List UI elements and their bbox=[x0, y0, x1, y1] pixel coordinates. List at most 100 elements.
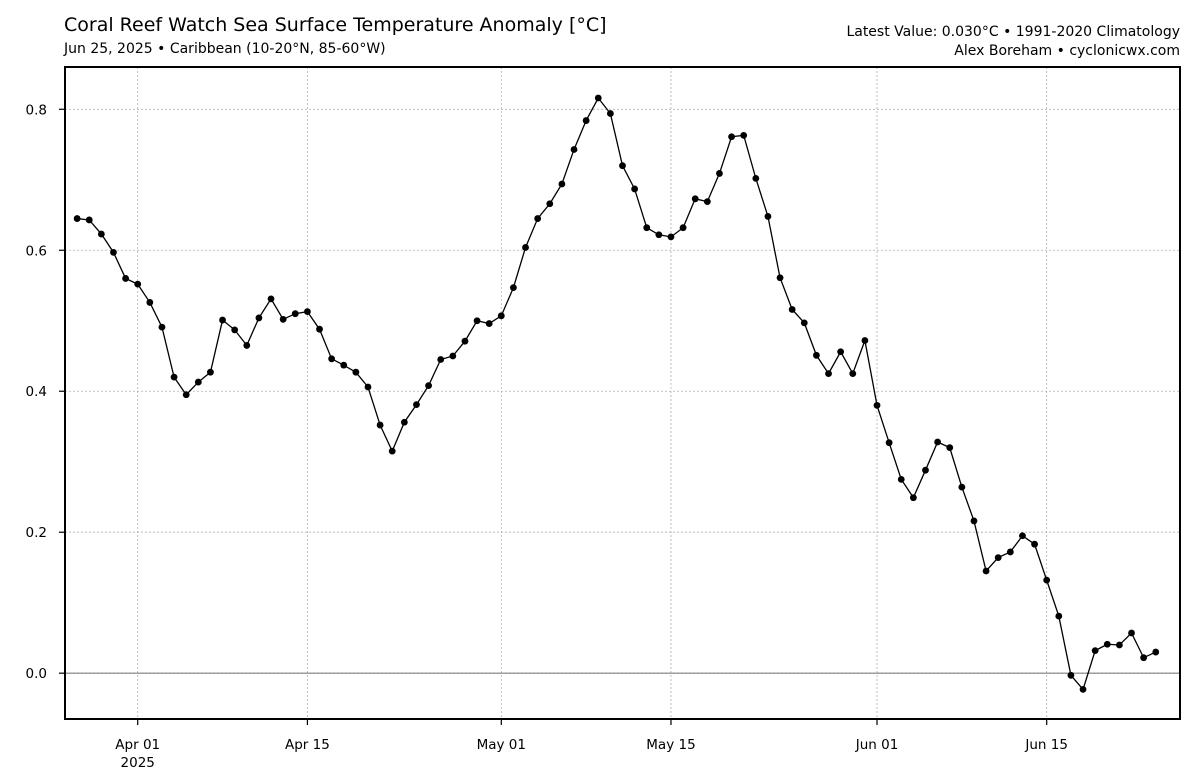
data-point bbox=[606, 110, 614, 117]
data-point bbox=[134, 280, 142, 288]
data-point bbox=[122, 275, 129, 282]
data-point bbox=[1031, 540, 1038, 548]
grid-lines bbox=[65, 67, 1180, 719]
chart-title: Coral Reef Watch Sea Surface Temperature… bbox=[64, 14, 607, 36]
data-point bbox=[413, 401, 420, 409]
data-point bbox=[716, 170, 723, 177]
data-point bbox=[376, 421, 384, 429]
data-point bbox=[291, 310, 299, 318]
x-tick-label: May 15 bbox=[646, 737, 695, 753]
data-point bbox=[1091, 647, 1099, 655]
data-point bbox=[691, 195, 699, 203]
data-point bbox=[194, 378, 202, 386]
data-point bbox=[449, 352, 457, 360]
series-line bbox=[77, 96, 1157, 691]
data-point bbox=[546, 200, 554, 208]
data-point bbox=[267, 295, 275, 303]
data-point bbox=[897, 475, 905, 483]
data-point bbox=[728, 133, 735, 141]
data-point bbox=[764, 213, 772, 220]
data-point bbox=[958, 483, 966, 491]
x-tick-year-label: 2025 bbox=[121, 755, 155, 771]
chart-subtitle: Jun 25, 2025 • Caribbean (10-20°N, 85-60… bbox=[64, 41, 386, 57]
data-point bbox=[788, 306, 796, 313]
author-credit: Alex Boreham • cyclonicwx.com bbox=[954, 43, 1180, 59]
data-point bbox=[667, 233, 675, 241]
data-point bbox=[922, 466, 929, 474]
data-point bbox=[170, 373, 178, 381]
data-point bbox=[316, 325, 323, 333]
y-tick-label: 0.4 bbox=[26, 384, 47, 400]
x-tick-label: Apr 01 bbox=[115, 737, 160, 753]
data-point bbox=[1152, 648, 1160, 656]
data-point bbox=[437, 356, 445, 363]
y-tick-label: 0.2 bbox=[26, 525, 47, 541]
data-point bbox=[643, 224, 651, 232]
data-point bbox=[425, 382, 432, 389]
latest-value-info: Latest Value: 0.030°C • 1991-2020 Climat… bbox=[846, 24, 1180, 40]
data-point bbox=[207, 368, 214, 376]
data-point bbox=[934, 438, 942, 446]
data-point bbox=[352, 368, 360, 376]
data-point bbox=[497, 312, 505, 320]
data-point bbox=[485, 320, 493, 327]
data-point bbox=[231, 326, 239, 334]
data-point bbox=[1055, 612, 1063, 620]
x-tick-label: Apr 15 bbox=[285, 737, 330, 753]
data-point bbox=[1140, 654, 1148, 662]
y-tick-label: 0.6 bbox=[26, 243, 47, 259]
data-point bbox=[1116, 641, 1123, 649]
data-point bbox=[1043, 576, 1051, 584]
data-point bbox=[340, 361, 348, 369]
data-point bbox=[1128, 629, 1135, 637]
data-point bbox=[364, 383, 372, 391]
data-point bbox=[752, 174, 760, 182]
data-point bbox=[85, 216, 93, 224]
data-point bbox=[1019, 532, 1026, 540]
data-point bbox=[558, 180, 566, 188]
data-point bbox=[388, 447, 396, 455]
data-point bbox=[582, 117, 590, 124]
data-point bbox=[631, 185, 639, 193]
data-point bbox=[837, 348, 845, 356]
plot-frame bbox=[64, 66, 1181, 720]
data-point bbox=[473, 317, 481, 325]
data-point bbox=[146, 299, 154, 306]
data-point bbox=[303, 308, 311, 315]
data-point bbox=[97, 230, 105, 238]
data-point bbox=[110, 248, 117, 256]
y-tick-label: 0.8 bbox=[26, 102, 47, 118]
data-point bbox=[534, 215, 542, 222]
data-point bbox=[158, 323, 166, 331]
y-tick-label: 0.0 bbox=[26, 666, 47, 682]
data-point bbox=[328, 355, 336, 363]
data-point bbox=[1006, 548, 1014, 556]
data-point bbox=[461, 337, 469, 345]
data-point bbox=[219, 316, 226, 324]
x-tick-label: May 01 bbox=[477, 737, 526, 753]
data-point bbox=[946, 444, 954, 452]
data-point bbox=[1079, 686, 1087, 693]
data-point bbox=[255, 314, 263, 322]
data-point bbox=[703, 198, 711, 206]
data-point bbox=[982, 567, 990, 575]
data-point bbox=[73, 215, 81, 222]
data-point bbox=[909, 494, 917, 502]
data-point bbox=[1067, 671, 1075, 679]
data-point bbox=[849, 370, 857, 378]
data-point bbox=[679, 224, 687, 232]
data-points bbox=[73, 94, 1160, 693]
data-point bbox=[740, 131, 748, 139]
data-point bbox=[813, 351, 820, 359]
data-point bbox=[279, 315, 287, 323]
data-point bbox=[570, 146, 578, 153]
data-point bbox=[619, 162, 626, 170]
x-tick-label: Jun 15 bbox=[1024, 737, 1068, 753]
data-point bbox=[243, 342, 251, 349]
data-point bbox=[510, 284, 517, 292]
data-point bbox=[885, 439, 893, 447]
data-point bbox=[800, 319, 808, 327]
data-point bbox=[994, 554, 1002, 561]
data-point bbox=[873, 401, 881, 409]
